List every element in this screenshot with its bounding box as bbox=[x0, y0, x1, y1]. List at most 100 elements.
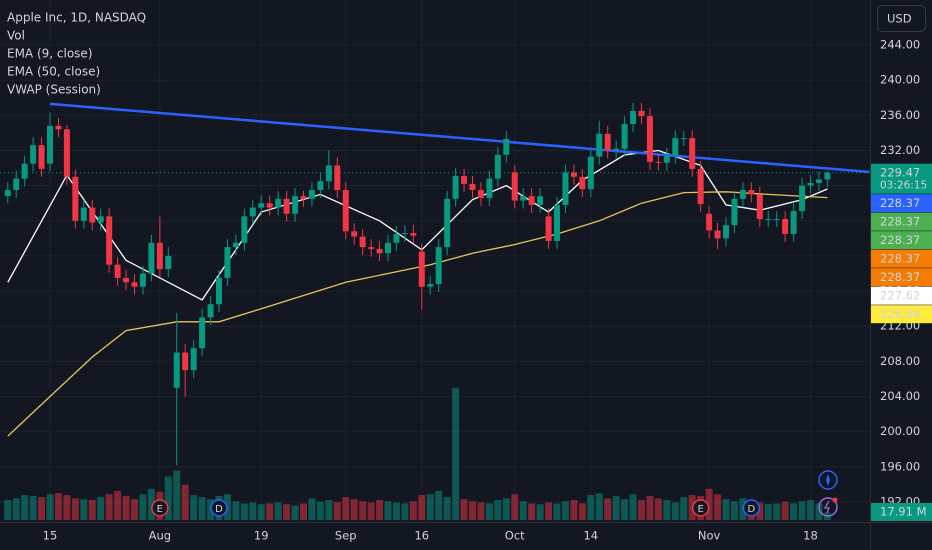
price-label: 228.37 bbox=[880, 270, 920, 284]
candle-body bbox=[266, 203, 273, 208]
candle-body bbox=[520, 196, 527, 201]
volume-bar bbox=[401, 503, 409, 520]
candle-body bbox=[537, 196, 544, 205]
volume-bar bbox=[291, 505, 299, 520]
volume-bar bbox=[283, 504, 291, 520]
candle-body bbox=[756, 194, 763, 220]
icon-circle[interactable] bbox=[818, 470, 838, 490]
icon-bolt bbox=[823, 500, 830, 514]
volume-bar bbox=[663, 500, 671, 520]
volume-bar bbox=[638, 500, 645, 520]
candle-body bbox=[477, 190, 484, 198]
candle-body bbox=[13, 178, 20, 191]
volume-bar bbox=[274, 502, 282, 520]
icon-circle[interactable] bbox=[818, 497, 838, 517]
x-tick-label: 19 bbox=[254, 529, 269, 543]
candle-body bbox=[723, 225, 729, 239]
volume-bar bbox=[114, 490, 122, 520]
candle-body bbox=[30, 145, 37, 164]
y-tick-label: 196.00 bbox=[880, 459, 920, 473]
price-label-box bbox=[871, 286, 932, 305]
candle-body bbox=[765, 219, 772, 221]
overlays bbox=[0, 102, 870, 437]
legend-ema9: EMA (9, close) bbox=[7, 47, 93, 61]
x-tick-label: Aug bbox=[149, 529, 171, 543]
volume-bar bbox=[621, 499, 629, 520]
candle-body bbox=[292, 196, 299, 214]
candle-body bbox=[494, 154, 501, 179]
candle-body bbox=[596, 133, 603, 157]
legend: Apple Inc, 1D, NASDAQ Vol EMA (9, close)… bbox=[7, 11, 146, 97]
volume-bar bbox=[359, 501, 367, 520]
volume-bar bbox=[561, 501, 569, 520]
volume-bar bbox=[545, 502, 553, 520]
volume-bar bbox=[71, 498, 79, 520]
candle-body bbox=[528, 196, 535, 205]
currency-label[interactable]: USD bbox=[887, 12, 912, 26]
candle-body bbox=[587, 156, 594, 190]
volume-bar bbox=[46, 494, 54, 520]
candle-body bbox=[342, 190, 349, 232]
volume-label-box bbox=[871, 503, 932, 521]
candle-body bbox=[207, 304, 214, 318]
candle-body bbox=[663, 155, 670, 163]
candle-body bbox=[714, 230, 721, 239]
volume-bar bbox=[376, 500, 384, 520]
ema-line bbox=[7, 149, 828, 301]
candle-body bbox=[47, 125, 53, 164]
volume-bar bbox=[443, 497, 451, 520]
candle-body bbox=[173, 352, 180, 388]
candle-body bbox=[190, 348, 197, 371]
event-circle bbox=[151, 499, 169, 517]
candle-body bbox=[385, 242, 391, 254]
price-label-box bbox=[871, 268, 932, 287]
candle-body bbox=[554, 204, 560, 241]
candle-body bbox=[241, 216, 248, 243]
currency-box[interactable] bbox=[877, 5, 926, 32]
volume-bar bbox=[367, 502, 375, 520]
candle-body bbox=[621, 124, 628, 149]
volume-bar bbox=[528, 503, 536, 520]
price-label: 227.62 bbox=[880, 289, 920, 303]
volume-bar bbox=[477, 502, 485, 520]
x-tick-label: 15 bbox=[43, 529, 58, 543]
candle-body bbox=[21, 163, 28, 179]
currency-button[interactable]: USD bbox=[877, 5, 926, 32]
candle-body bbox=[131, 282, 138, 287]
event-label: E bbox=[157, 504, 163, 515]
candle-body bbox=[97, 216, 104, 223]
volume-bar bbox=[88, 500, 96, 520]
volume-label: 17.91 M bbox=[880, 505, 927, 519]
volume-bar bbox=[232, 501, 240, 520]
volume-bar bbox=[190, 495, 198, 520]
volume-bar bbox=[485, 503, 493, 520]
volume-bar bbox=[240, 503, 248, 520]
volume-bar bbox=[97, 497, 105, 520]
candle-body bbox=[72, 176, 79, 221]
candle-body bbox=[782, 219, 789, 234]
volume-bar bbox=[781, 501, 789, 520]
volume-bar bbox=[198, 497, 206, 520]
candle-body bbox=[739, 190, 746, 199]
volume-bar bbox=[671, 502, 679, 520]
candle-body bbox=[359, 236, 366, 248]
volume-bar bbox=[452, 387, 460, 520]
candle-body bbox=[427, 284, 434, 287]
volume-bar bbox=[249, 502, 257, 520]
icon-star bbox=[826, 474, 830, 486]
candle-body bbox=[435, 247, 442, 285]
price-label-box bbox=[871, 163, 932, 194]
candle-body bbox=[165, 255, 172, 270]
event-circle bbox=[742, 499, 761, 517]
candle-body bbox=[199, 317, 206, 349]
event-label: D bbox=[747, 504, 755, 515]
candles bbox=[4, 103, 831, 466]
candle-body bbox=[55, 125, 62, 130]
volume-bar bbox=[38, 497, 46, 520]
x-tick-label: 18 bbox=[803, 529, 818, 543]
volume-bar bbox=[131, 499, 138, 520]
candle-body bbox=[511, 172, 518, 201]
candle-body bbox=[351, 231, 358, 237]
candle-body bbox=[815, 179, 822, 183]
volume-bar bbox=[80, 499, 88, 520]
